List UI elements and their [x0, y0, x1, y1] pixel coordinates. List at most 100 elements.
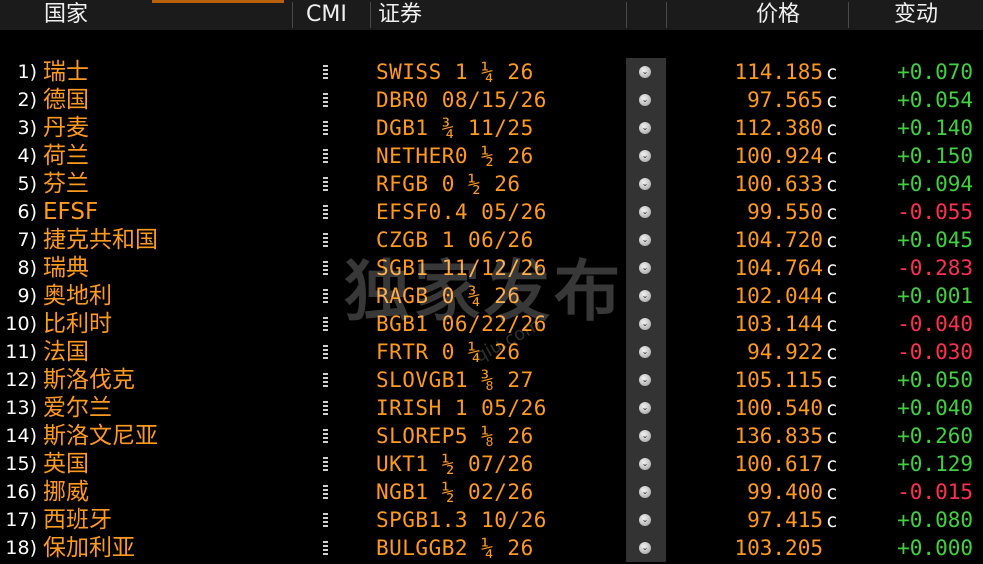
chevron-down-icon[interactable]: ⌄ — [639, 94, 651, 106]
cmi-icon[interactable] — [323, 429, 328, 443]
table-row[interactable]: 14) 斯洛文尼亚 SLOREP5 ⅛ 26 ⌄ 136.835 c +0.260 — [0, 422, 983, 450]
security-name[interactable]: SWISS 1 ¼ 26 — [376, 60, 534, 84]
security-dropdown-cell[interactable]: ⌄ — [626, 534, 666, 562]
chevron-down-icon[interactable]: ⌄ — [639, 346, 651, 358]
country-name[interactable]: 西班牙 — [43, 507, 112, 533]
cmi-icon[interactable] — [323, 205, 328, 219]
security-name[interactable]: DGB1 ¾ 11/25 — [376, 116, 534, 140]
country-name[interactable]: 法国 — [43, 339, 89, 365]
country-name[interactable]: 荷兰 — [43, 143, 89, 169]
cmi-icon[interactable] — [323, 121, 328, 135]
table-row[interactable]: 6) EFSF EFSF0.4 05/26 ⌄ 99.550 c -0.055 — [0, 198, 983, 226]
cmi-icon[interactable] — [323, 65, 328, 79]
table-row[interactable]: 15) 英国 UKT1 ½ 07/26 ⌄ 100.617 c +0.129 — [0, 450, 983, 478]
chevron-down-icon[interactable]: ⌄ — [639, 402, 651, 414]
header-price[interactable]: 价格 — [756, 2, 801, 27]
security-name[interactable]: SGB1 11/12/26 — [376, 256, 547, 280]
security-name[interactable]: NETHER0 ½ 26 — [376, 144, 534, 168]
country-name[interactable]: 爱尔兰 — [43, 395, 112, 421]
security-dropdown-cell[interactable]: ⌄ — [626, 366, 666, 394]
country-name[interactable]: 英国 — [43, 451, 89, 477]
security-dropdown-cell[interactable]: ⌄ — [626, 282, 666, 310]
cmi-icon[interactable] — [323, 485, 328, 499]
country-name[interactable]: 瑞士 — [43, 59, 89, 85]
security-dropdown-cell[interactable]: ⌄ — [626, 142, 666, 170]
table-row[interactable]: 17) 西班牙 SPGB1.3 10/26 ⌄ 97.415 c +0.080 — [0, 506, 983, 534]
cmi-icon[interactable] — [323, 345, 328, 359]
cmi-icon[interactable] — [323, 177, 328, 191]
country-name[interactable]: 瑞典 — [43, 255, 89, 281]
chevron-down-icon[interactable]: ⌄ — [639, 206, 651, 218]
cmi-icon[interactable] — [323, 149, 328, 163]
header-change[interactable]: 变动 — [894, 2, 939, 27]
country-name[interactable]: 奥地利 — [43, 283, 112, 309]
chevron-down-icon[interactable]: ⌄ — [639, 374, 651, 386]
table-row[interactable]: 3) 丹麦 DGB1 ¾ 11/25 ⌄ 112.380 c +0.140 — [0, 114, 983, 142]
security-dropdown-cell[interactable]: ⌄ — [626, 450, 666, 478]
country-name[interactable]: 斯洛伐克 — [43, 367, 135, 393]
security-name[interactable]: NGB1 ½ 02/26 — [376, 480, 534, 504]
table-row[interactable]: 2) 德国 DBR0 08/15/26 ⌄ 97.565 c +0.054 — [0, 86, 983, 114]
country-name[interactable]: 保加利亚 — [43, 535, 135, 561]
chevron-down-icon[interactable]: ⌄ — [639, 178, 651, 190]
cmi-icon[interactable] — [323, 373, 328, 387]
table-row[interactable]: 9) 奥地利 RAGB 0 ¾ 26 ⌄ 102.044 c +0.001 — [0, 282, 983, 310]
security-dropdown-cell[interactable]: ⌄ — [626, 254, 666, 282]
table-row[interactable]: 5) 芬兰 RFGB 0 ½ 26 ⌄ 100.633 c +0.094 — [0, 170, 983, 198]
security-name[interactable]: EFSF0.4 05/26 — [376, 200, 547, 224]
chevron-down-icon[interactable]: ⌄ — [639, 458, 651, 470]
country-name[interactable]: 芬兰 — [43, 171, 89, 197]
chevron-down-icon[interactable]: ⌄ — [639, 234, 651, 246]
chevron-down-icon[interactable]: ⌄ — [639, 486, 651, 498]
chevron-down-icon[interactable]: ⌄ — [639, 514, 651, 526]
header-security[interactable]: 证券 — [378, 2, 423, 27]
security-dropdown-cell[interactable]: ⌄ — [626, 506, 666, 534]
cmi-icon[interactable] — [323, 457, 328, 471]
security-dropdown-cell[interactable]: ⌄ — [626, 394, 666, 422]
security-name[interactable]: SLOREP5 ⅛ 26 — [376, 424, 534, 448]
security-dropdown-cell[interactable]: ⌄ — [626, 86, 666, 114]
table-row[interactable]: 13) 爱尔兰 IRISH 1 05/26 ⌄ 100.540 c +0.040 — [0, 394, 983, 422]
cmi-icon[interactable] — [323, 513, 328, 527]
table-row[interactable]: 10) 比利时 BGB1 06/22/26 ⌄ 103.144 c -0.040 — [0, 310, 983, 338]
cmi-icon[interactable] — [323, 289, 328, 303]
security-dropdown-cell[interactable]: ⌄ — [626, 310, 666, 338]
cmi-icon[interactable] — [323, 401, 328, 415]
table-row[interactable]: 18) 保加利亚 BULGGB2 ¼ 26 ⌄ 103.205 +0.000 — [0, 534, 983, 562]
security-name[interactable]: BULGGB2 ¼ 26 — [376, 536, 534, 560]
header-cmi[interactable]: CMI — [306, 2, 347, 27]
security-dropdown-cell[interactable]: ⌄ — [626, 114, 666, 142]
security-dropdown-cell[interactable]: ⌄ — [626, 58, 666, 86]
cmi-icon[interactable] — [323, 233, 328, 247]
country-name[interactable]: EFSF — [43, 199, 99, 225]
security-name[interactable]: SLOVGB1 ⅜ 27 — [376, 368, 534, 392]
country-name[interactable]: 捷克共和国 — [43, 227, 158, 253]
chevron-down-icon[interactable]: ⌄ — [639, 318, 651, 330]
cmi-icon[interactable] — [323, 261, 328, 275]
country-name[interactable]: 丹麦 — [43, 115, 89, 141]
cmi-icon[interactable] — [323, 93, 328, 107]
header-country[interactable]: 国家 — [44, 2, 89, 27]
country-name[interactable]: 斯洛文尼亚 — [43, 423, 158, 449]
security-dropdown-cell[interactable]: ⌄ — [626, 338, 666, 366]
security-name[interactable]: UKT1 ½ 07/26 — [376, 452, 534, 476]
security-name[interactable]: IRISH 1 05/26 — [376, 396, 547, 420]
country-name[interactable]: 比利时 — [43, 311, 112, 337]
security-name[interactable]: FRTR 0 ¼ 26 — [376, 340, 521, 364]
country-name[interactable]: 德国 — [43, 87, 89, 113]
table-row[interactable]: 7) 捷克共和国 CZGB 1 06/26 ⌄ 104.720 c +0.045 — [0, 226, 983, 254]
security-name[interactable]: BGB1 06/22/26 — [376, 312, 547, 336]
chevron-down-icon[interactable]: ⌄ — [639, 262, 651, 274]
security-name[interactable]: RFGB 0 ½ 26 — [376, 172, 521, 196]
table-row[interactable]: 4) 荷兰 NETHER0 ½ 26 ⌄ 100.924 c +0.150 — [0, 142, 983, 170]
security-name[interactable]: SPGB1.3 10/26 — [376, 508, 547, 532]
chevron-down-icon[interactable]: ⌄ — [639, 122, 651, 134]
chevron-down-icon[interactable]: ⌄ — [639, 430, 651, 442]
security-name[interactable]: RAGB 0 ¾ 26 — [376, 284, 521, 308]
security-name[interactable]: DBR0 08/15/26 — [376, 88, 547, 112]
table-row[interactable]: 12) 斯洛伐克 SLOVGB1 ⅜ 27 ⌄ 105.115 c +0.050 — [0, 366, 983, 394]
country-name[interactable]: 挪威 — [43, 479, 89, 505]
table-row[interactable]: 16) 挪威 NGB1 ½ 02/26 ⌄ 99.400 c -0.015 — [0, 478, 983, 506]
security-dropdown-cell[interactable]: ⌄ — [626, 478, 666, 506]
security-name[interactable]: CZGB 1 06/26 — [376, 228, 534, 252]
